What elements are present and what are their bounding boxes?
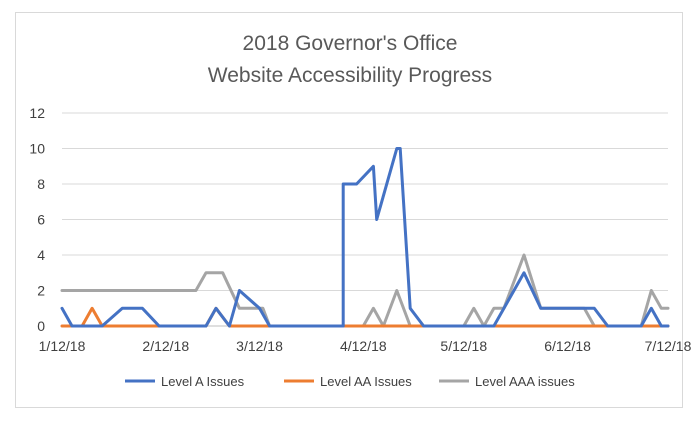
legend-label: Level A Issues (161, 374, 245, 389)
x-tick-label: 7/12/18 (645, 338, 692, 354)
x-tick-label: 2/12/18 (142, 338, 189, 354)
y-tick-label: 0 (37, 318, 45, 334)
y-tick-label: 10 (29, 141, 45, 157)
y-tick-label: 2 (37, 283, 45, 299)
legend-label: Level AA Issues (320, 374, 412, 389)
x-tick-label: 4/12/18 (340, 338, 387, 354)
y-tick-label: 6 (37, 212, 45, 228)
series-line-1 (60, 147, 670, 328)
gridlines (62, 112, 668, 327)
y-tick-label: 8 (37, 176, 45, 192)
legend: Level A Issues Level AA Issues Level AAA i… (125, 374, 575, 389)
chart-title-line-1: 2018 Governor's Office (243, 32, 458, 55)
x-tick-label: 3/12/18 (236, 338, 283, 354)
chart-frame (15, 12, 683, 408)
x-axis-ticks: 1/12/18 2/12/18 3/12/18 4/12/18 5/12/18 6/12/… (39, 338, 692, 354)
x-tick-label: 1/12/18 (39, 338, 86, 354)
y-tick-label: 4 (37, 247, 45, 263)
legend-label: Level AAA issues (475, 374, 575, 389)
chart-title-line-2: Website Accessibility Progress (208, 64, 492, 87)
series-lines (60, 147, 670, 328)
x-tick-label: 5/12/18 (440, 338, 487, 354)
y-axis-ticks: 0 2 4 6 8 10 12 (29, 105, 45, 334)
x-tick-label: 6/12/18 (544, 338, 591, 354)
y-tick-label: 12 (29, 105, 45, 121)
